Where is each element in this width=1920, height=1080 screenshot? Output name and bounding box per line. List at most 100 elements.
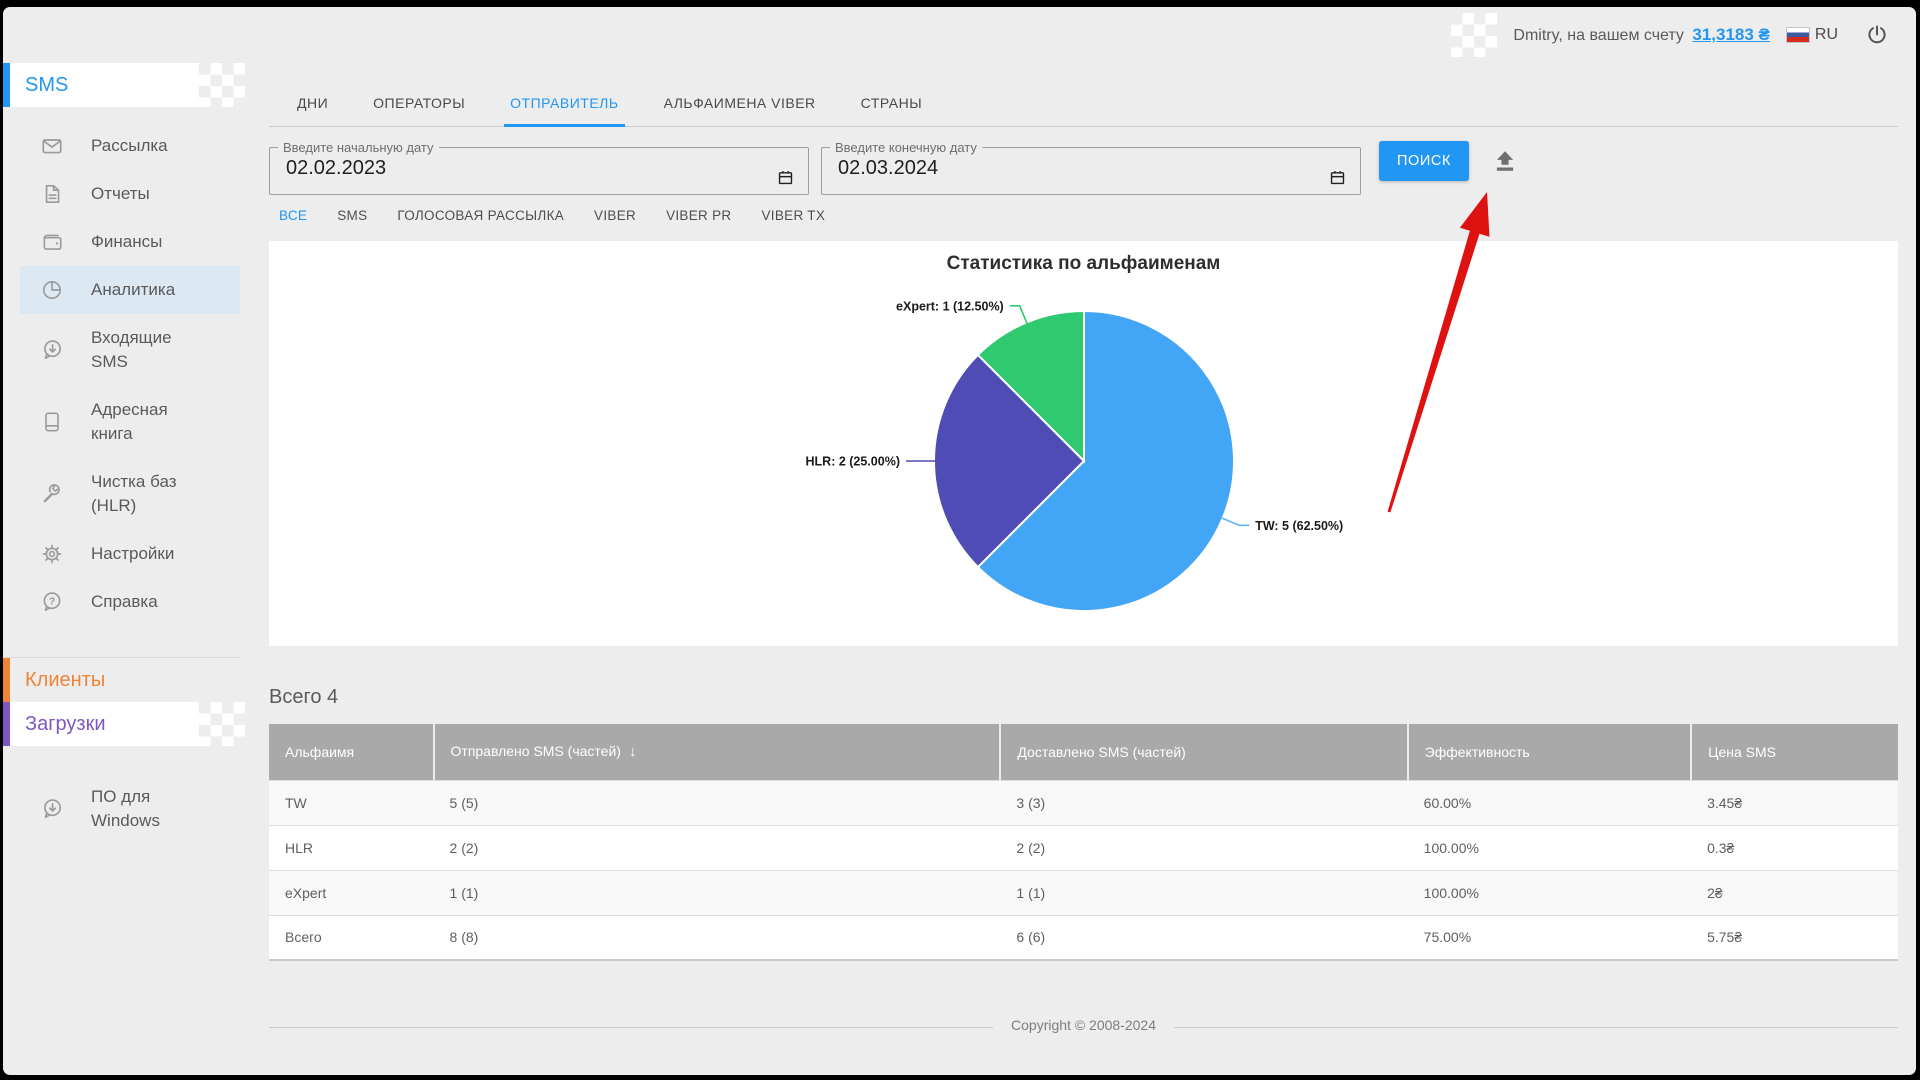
sidebar-section-clients[interactable]: Клиенты — [3, 658, 263, 702]
table-header-row: Альфаимя Отправлено SMS (частей) ↓ Достав… — [269, 724, 1898, 780]
sidebar-item-spravka[interactable]: ? Справка — [20, 578, 240, 626]
sidebar-section-sms[interactable]: SMS — [3, 63, 263, 107]
tab-operatory[interactable]: ОПЕРАТОРЫ — [373, 95, 466, 111]
channel-filter-vse[interactable]: ВСЕ — [279, 208, 308, 223]
section-accent-bar — [3, 658, 10, 702]
calendar-icon[interactable] — [777, 169, 794, 186]
sidebar-item-nastroyki[interactable]: Настройки — [20, 530, 240, 578]
channel-filter-viber[interactable]: VIBER — [594, 208, 637, 223]
channel-filters: ВСЕ SMS ГОЛОСОВАЯ РАССЫЛКА VIBER VIBER P… — [269, 208, 1898, 223]
main-content: ДНИ ОПЕРАТОРЫ ОТПРАВИТЕЛЬ АЛЬФАИМЕНА VIB… — [263, 63, 1916, 1037]
end-date-field[interactable]: Введите конечную дату 02.03.2024 — [821, 140, 1361, 195]
channel-filter-viber-pr[interactable]: VIBER PR — [666, 208, 732, 223]
footer: Copyright © 2008-2024 — [269, 1017, 1898, 1037]
column-header-price[interactable]: Цена SMS — [1691, 724, 1898, 780]
cell-alphaname: Всего — [269, 914, 434, 961]
cell-sent: 8 (8) — [433, 914, 1001, 961]
cell-delivered: 3 (3) — [1000, 779, 1408, 825]
balance-link[interactable]: 31,3183 ₴ — [1692, 25, 1770, 44]
pixel-decoration — [199, 63, 245, 107]
sidebar-section-downloads[interactable]: Загрузки — [3, 702, 263, 746]
sidebar-item-label: Справка — [91, 592, 158, 611]
sidebar-item-label: Входящие SMS — [91, 328, 172, 371]
calendar-icon[interactable] — [1329, 169, 1346, 186]
sidebar-item-label: Рассылка — [91, 136, 168, 155]
sidebar-item-rassylka[interactable]: Рассылка — [20, 122, 240, 170]
wrench-icon — [43, 484, 60, 503]
cell-price: 3.45₴ — [1691, 779, 1898, 825]
sidebar-section-label: Загрузки — [25, 712, 106, 735]
pie-leader-line — [1219, 516, 1249, 527]
channel-filter-viber-tx[interactable]: VIBER TX — [761, 208, 826, 223]
report-icon — [45, 185, 60, 203]
tab-dni[interactable]: ДНИ — [297, 95, 329, 111]
sidebar-item-otchety[interactable]: Отчеты — [20, 170, 240, 218]
cell-efficiency: 100.00% — [1407, 869, 1692, 915]
gear-icon — [42, 544, 62, 564]
tab-alfaimena-viber[interactable]: АЛЬФАИМЕНА VIBER — [663, 95, 816, 111]
sidebar-item-vhodyashchie-sms[interactable]: Входящие SMS — [20, 314, 240, 386]
cell-sent: 1 (1) — [433, 869, 1001, 915]
cell-delivered: 2 (2) — [1000, 824, 1408, 870]
table-row: eXpert 1 (1) 1 (1) 100.00% 2₴ — [269, 869, 1898, 915]
user-greeting: Dmitry, на вашем счету — [1513, 27, 1684, 44]
sidebar-item-label: Адресная книга — [91, 400, 168, 443]
alphaname-stats-table: Альфаимя Отправлено SMS (частей) ↓ Достав… — [269, 724, 1898, 961]
sidebar-item-po-dlya-windows[interactable]: ПО для Windows — [20, 773, 240, 845]
column-header-alphaname[interactable]: Альфаимя — [269, 724, 435, 780]
tab-otpravitel[interactable]: ОТПРАВИТЕЛЬ — [504, 95, 626, 127]
table-row: HLR 2 (2) 2 (2) 100.00% 0.3₴ — [269, 824, 1898, 870]
pixel-decoration — [1451, 13, 1498, 57]
channel-filter-golosovaya[interactable]: ГОЛОСОВАЯ РАССЫЛКА — [397, 208, 565, 223]
column-header-delivered[interactable]: Доставлено SMS (частей) — [1000, 724, 1409, 780]
column-header-efficiency[interactable]: Эффективность — [1407, 724, 1693, 780]
start-date-value[interactable]: 02.02.2023 — [286, 157, 387, 179]
export-upload-button[interactable] — [1492, 148, 1518, 177]
language-selector[interactable]: RU — [1785, 26, 1838, 44]
end-date-value[interactable]: 02.03.2024 — [838, 157, 939, 179]
cell-price: 0.3₴ — [1691, 824, 1898, 870]
tab-strany[interactable]: СТРАНЫ — [860, 95, 923, 111]
sidebar-section-label: Клиенты — [25, 668, 106, 691]
cell-delivered: 6 (6) — [1000, 914, 1408, 961]
sidebar-section-label: SMS — [25, 73, 69, 96]
chart-title: Статистика по альфаименам — [946, 253, 1221, 274]
total-count-label: Всего 4 — [269, 686, 339, 708]
pixel-decoration — [199, 702, 245, 746]
sidebar-item-chistka-baz[interactable]: Чистка баз (HLR) — [20, 458, 240, 530]
sidebar-item-label: Настройки — [91, 544, 175, 563]
column-header-sent[interactable]: Отправлено SMS (частей) ↓ — [433, 724, 1002, 780]
envelope-icon — [42, 139, 62, 154]
cell-price: 2₴ — [1691, 869, 1898, 915]
pie-leader-line — [1009, 304, 1028, 325]
logout-power-icon[interactable] — [1864, 22, 1890, 48]
channel-filter-sms[interactable]: SMS — [337, 208, 368, 223]
pie-label-TW: TW: 5 (62.50%) — [1255, 519, 1343, 533]
download-bubble-icon — [44, 799, 61, 818]
table-row: TW 5 (5) 3 (3) 60.00% 3.45₴ — [269, 779, 1898, 825]
table-row-total: Всего 8 (8) 6 (6) 75.00% 5.75₴ — [269, 914, 1898, 961]
analytics-tabs: ДНИ ОПЕРАТОРЫ ОТПРАВИТЕЛЬ АЛЬФАИМЕНА VIB… — [269, 95, 1898, 127]
sidebar-menu: Рассылка Отчеты Финансы Аналитика Входящ… — [3, 122, 263, 626]
topbar: Dmitry, на вашем счету 31,3183 ₴ RU — [3, 7, 1916, 63]
pie-chart-svg: TW: 5 (62.50%) HLR: 2 (25.00%) eXpert: 1 (… — [805, 299, 1343, 612]
search-button[interactable]: ПОИСК — [1379, 141, 1469, 181]
sort-desc-icon: ↓ — [628, 743, 637, 761]
account-summary: Dmitry, на вашем счету 31,3183 ₴ — [1513, 25, 1770, 45]
start-date-field[interactable]: Введите начальную дату 02.02.2023 — [269, 140, 809, 195]
section-accent-bar — [3, 702, 10, 746]
sidebar-item-adresnaya-kniga[interactable]: Адресная книга — [20, 386, 240, 458]
address-book-icon — [45, 412, 59, 432]
cell-alphaname: eXpert — [269, 869, 434, 915]
cell-delivered: 1 (1) — [1000, 869, 1408, 915]
app-window: Dmitry, на вашем счету 31,3183 ₴ RU SMS … — [3, 7, 1916, 1075]
pie-label-HLR: HLR: 2 (25.00%) — [805, 455, 899, 469]
sidebar-item-finansy[interactable]: Финансы — [20, 218, 240, 266]
cell-sent: 5 (5) — [433, 779, 1001, 825]
cell-price: 5.75₴ — [1691, 914, 1898, 961]
incoming-bubble-icon — [44, 340, 61, 359]
language-code: RU — [1814, 26, 1838, 43]
copyright-text: Copyright © 2008-2024 — [993, 1017, 1174, 1033]
sidebar-item-analitika[interactable]: Аналитика — [20, 266, 240, 314]
cell-efficiency: 60.00% — [1407, 779, 1692, 825]
